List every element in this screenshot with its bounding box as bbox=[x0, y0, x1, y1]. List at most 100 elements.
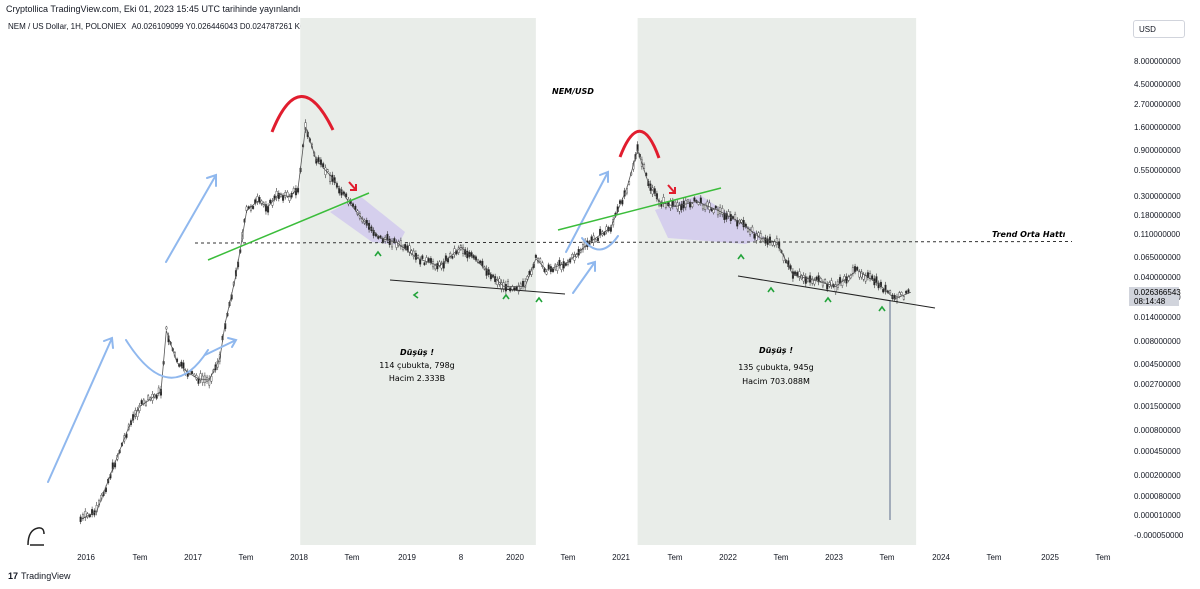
candle-body bbox=[517, 285, 520, 292]
candle-body bbox=[843, 276, 846, 281]
candle-body bbox=[882, 288, 885, 293]
y-tick-label: 0.900000000 bbox=[1134, 146, 1181, 155]
candle-body bbox=[900, 292, 903, 295]
candle-body bbox=[326, 169, 329, 173]
candle-body bbox=[352, 203, 355, 207]
candle-body bbox=[889, 290, 892, 294]
candle-body bbox=[879, 281, 882, 288]
candle-body bbox=[789, 265, 792, 270]
candle-body bbox=[556, 264, 559, 271]
candle-body bbox=[806, 277, 809, 282]
candle-body bbox=[699, 197, 702, 204]
candle-body bbox=[440, 262, 443, 269]
symbol-info[interactable]: NEM / US Dollar, 1H, POLONIEX A0.0261090… bbox=[8, 22, 435, 31]
red-arrow-2 bbox=[667, 184, 676, 194]
x-tick-label: 2021 bbox=[612, 553, 630, 562]
candle-body bbox=[206, 376, 209, 382]
candle-body bbox=[757, 232, 760, 237]
candle-body bbox=[678, 204, 681, 212]
x-tick-label: Tem bbox=[879, 553, 894, 562]
lower-trend-1[interactable] bbox=[389, 279, 566, 295]
x-tick-label: Tem bbox=[986, 553, 1001, 562]
candle-body bbox=[412, 250, 415, 257]
top-arc-1 bbox=[270, 95, 335, 133]
x-tick-label: 8 bbox=[459, 553, 464, 562]
countdown-label: 08:14:48 bbox=[1134, 297, 1166, 306]
x-tick-label: Tem bbox=[238, 553, 253, 562]
x-axis[interactable]: 2016 Tem 2017 Tem 2018 Tem 2019 8 2020 Tem 2021 Tem… bbox=[77, 553, 1111, 562]
footer: 17 TradingView bbox=[8, 571, 71, 581]
candle-body bbox=[725, 213, 728, 220]
decline-2-bars: 135 çubukta, 945g bbox=[738, 363, 814, 372]
lower-trend-2[interactable] bbox=[737, 275, 936, 309]
candle-body bbox=[662, 197, 665, 205]
y-tick-label: 0.550000000 bbox=[1134, 166, 1181, 175]
candle-body bbox=[423, 262, 426, 266]
candle-body bbox=[898, 292, 901, 297]
candle-body bbox=[719, 207, 722, 215]
candle-body bbox=[275, 191, 278, 199]
x-tick-label: 2016 bbox=[77, 553, 95, 562]
candle-body bbox=[562, 261, 565, 269]
price-line bbox=[80, 126, 911, 520]
candle-body bbox=[813, 279, 816, 285]
trend-middle-line[interactable] bbox=[194, 241, 1073, 244]
candle-body bbox=[794, 271, 797, 275]
candle-body bbox=[680, 203, 683, 210]
candle-body bbox=[798, 271, 801, 278]
candle-body bbox=[605, 226, 608, 233]
footer-brand[interactable]: TradingView bbox=[21, 571, 71, 581]
candle-body bbox=[658, 200, 661, 206]
candle-body bbox=[749, 229, 752, 235]
decline-2-title: Düşüş ! bbox=[759, 346, 793, 355]
candle-body bbox=[165, 326, 168, 330]
trend-line-label: Trend Orta Hattı bbox=[992, 230, 1066, 239]
last-price-label: 0.026366543 bbox=[1134, 288, 1181, 297]
candle-body bbox=[466, 250, 469, 259]
x-tick-label: 2023 bbox=[825, 553, 843, 562]
candle-body bbox=[736, 219, 739, 227]
candle-body bbox=[534, 254, 537, 258]
candle-body bbox=[404, 244, 407, 249]
currency-button[interactable]: USD bbox=[1133, 20, 1185, 38]
candle-body bbox=[157, 387, 160, 394]
candle-body bbox=[755, 233, 758, 241]
candle-body bbox=[893, 295, 896, 300]
symbol-name[interactable]: NEM / US Dollar, 1H, POLONIEX bbox=[8, 22, 127, 31]
y-axis[interactable]: 8.000000000 4.500000000 2.700000000 1.60000… bbox=[1134, 57, 1184, 540]
candle-body bbox=[691, 203, 694, 208]
green-support-2[interactable] bbox=[557, 187, 722, 231]
candle-body bbox=[830, 280, 833, 287]
candle-body bbox=[427, 258, 430, 262]
candle-body bbox=[140, 400, 143, 405]
candle-body bbox=[706, 201, 709, 208]
x-tick-label: Tem bbox=[1095, 553, 1110, 562]
red-arrow-1 bbox=[348, 181, 357, 191]
candle-body bbox=[547, 264, 550, 270]
candle-body bbox=[391, 240, 394, 248]
y-tick-label: 0.001500000 bbox=[1134, 402, 1181, 411]
tradingview-logo-icon[interactable]: 17 bbox=[8, 571, 19, 581]
candle-body bbox=[294, 188, 297, 196]
dino-icon bbox=[27, 527, 45, 546]
candle-body bbox=[815, 276, 818, 280]
candle-body bbox=[701, 204, 704, 210]
candle-body bbox=[674, 201, 677, 206]
top-arc-2 bbox=[618, 129, 661, 159]
candle-body bbox=[768, 236, 771, 244]
candle-body bbox=[429, 258, 432, 264]
candle-body bbox=[84, 511, 87, 518]
candle-body bbox=[155, 394, 158, 399]
candle-body bbox=[381, 238, 384, 243]
candle-body bbox=[91, 509, 94, 515]
candle-body bbox=[436, 263, 439, 270]
green-support-1[interactable] bbox=[207, 192, 370, 261]
y-tick-label: -0.000050000 bbox=[1134, 531, 1184, 540]
candle-body bbox=[564, 263, 567, 266]
candle-body bbox=[434, 265, 437, 270]
last-price-box bbox=[1129, 287, 1179, 306]
decline-region-1 bbox=[300, 18, 536, 545]
candle-body bbox=[826, 283, 829, 290]
candle-body bbox=[421, 255, 424, 259]
